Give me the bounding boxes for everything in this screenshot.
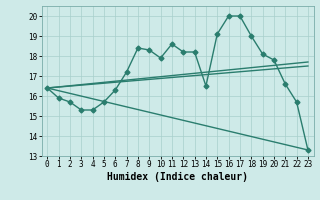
X-axis label: Humidex (Indice chaleur): Humidex (Indice chaleur) (107, 172, 248, 182)
